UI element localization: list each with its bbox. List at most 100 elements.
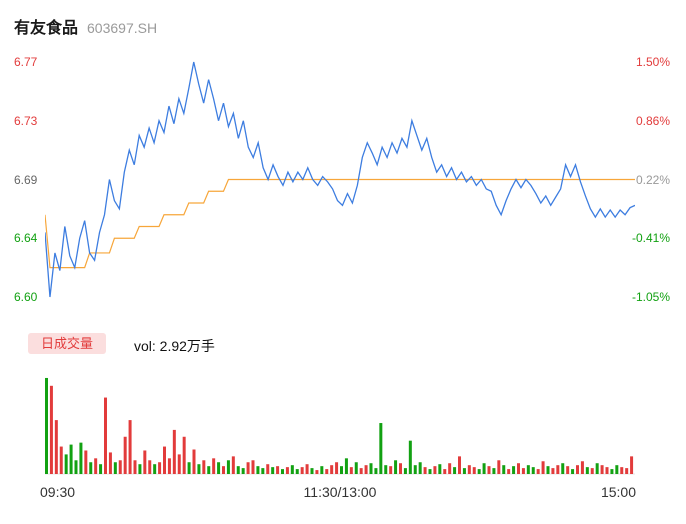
volume-bar (69, 444, 73, 474)
volume-bar (251, 460, 255, 474)
volume-bar (413, 465, 417, 474)
stock-header: 有友食品 603697.SH (14, 14, 157, 38)
volume-bar (315, 470, 319, 474)
volume-bar (492, 468, 496, 474)
volume-bar (305, 464, 309, 474)
volume-bar (344, 458, 348, 474)
volume-bar (536, 469, 540, 474)
volume-bar (59, 446, 63, 474)
volume-bar (354, 462, 358, 474)
volume-bar-chart[interactable] (45, 372, 635, 476)
price-axis-label: 6.60 (14, 290, 38, 304)
volume-bar (236, 466, 240, 474)
percent-axis-label: 0.86% (635, 113, 670, 128)
volume-bar (585, 467, 589, 474)
volume-bar (408, 440, 412, 474)
volume-total-label: vol: 2.92万手 (134, 338, 215, 354)
volume-bars-svg (45, 377, 635, 475)
volume-bar (359, 468, 363, 474)
volume-bar (64, 454, 68, 474)
volume-bar (241, 468, 245, 474)
volume-bar (94, 458, 98, 474)
volume-bar (182, 436, 186, 474)
volume-bar (290, 465, 294, 474)
volume-bar (374, 468, 378, 474)
time-axis-close: 15:00 (600, 484, 636, 500)
volume-bar (590, 468, 594, 474)
volume-bar (300, 467, 304, 474)
volume-bar (330, 465, 334, 474)
volume-bar (89, 462, 93, 474)
volume-bar (54, 420, 58, 474)
price-axis-label: 6.73 (14, 113, 38, 128)
volume-bar (521, 468, 525, 474)
volume-bar (276, 466, 280, 474)
volume-bar (187, 462, 191, 474)
volume-bar (113, 462, 117, 474)
volume-bar (207, 466, 211, 474)
time-axis-open: 09:30 (40, 484, 76, 500)
stock-code: 603697.SH (87, 20, 158, 36)
volume-bar (551, 468, 555, 474)
volume-bar (595, 463, 599, 474)
volume-bar (335, 462, 339, 474)
volume-bar (138, 464, 142, 474)
volume-bar (438, 464, 442, 474)
volume-bar (546, 466, 550, 474)
volume-bar (497, 460, 501, 474)
price-line (45, 61, 635, 298)
volume-bar (443, 469, 447, 474)
volume-bar (226, 460, 230, 474)
volume-bar (487, 466, 491, 474)
volume-bar (620, 467, 624, 474)
stock-name: 有友食品 (14, 20, 79, 37)
volume-bar (320, 466, 324, 474)
volume-tab[interactable]: 日成交量 (28, 333, 107, 354)
volume-bar (349, 467, 353, 474)
volume-bar (202, 460, 206, 474)
volume-bar (389, 466, 393, 474)
volume-bar (369, 463, 373, 474)
volume-bar (123, 436, 127, 474)
avg-line (45, 178, 635, 269)
volume-bar (133, 460, 137, 474)
volume-bar (580, 461, 584, 474)
volume-bar (271, 467, 275, 474)
volume-bar (285, 467, 289, 474)
volume-bar (261, 468, 265, 474)
volume-bar (477, 469, 481, 474)
volume-bar (74, 460, 78, 474)
volume-bar (212, 458, 216, 474)
volume-bar (517, 463, 520, 474)
volume-bar (433, 466, 437, 474)
volume-bar (418, 462, 422, 474)
volume-bar (217, 462, 221, 474)
volume-bar (453, 467, 457, 474)
intraday-price-chart[interactable] (45, 57, 635, 302)
volume-bar (231, 456, 235, 474)
percent-axis-label: -1.05% (631, 290, 670, 304)
price-axis-label: 6.64 (14, 231, 38, 246)
volume-bar (630, 456, 634, 474)
volume-bar (458, 456, 461, 474)
volume-bar (428, 469, 432, 474)
volume-bar (394, 460, 398, 474)
volume-bar (512, 466, 516, 474)
volume-bar (128, 420, 132, 474)
percent-axis-label: 0.22% (635, 172, 670, 187)
volume-bar (379, 423, 383, 474)
volume-bar (246, 462, 250, 474)
volume-bar (423, 467, 427, 474)
volume-bar (266, 464, 270, 474)
volume-bar (148, 460, 152, 474)
volume-bar (310, 468, 314, 474)
volume-bar (192, 449, 196, 474)
volume-bar (172, 429, 176, 474)
volume-bar (605, 467, 609, 474)
volume-bar (399, 463, 402, 474)
percent-axis-label: 1.50% (635, 55, 670, 69)
volume-bar (615, 465, 619, 474)
volume-bar (45, 377, 48, 474)
volume-bar (448, 463, 452, 474)
